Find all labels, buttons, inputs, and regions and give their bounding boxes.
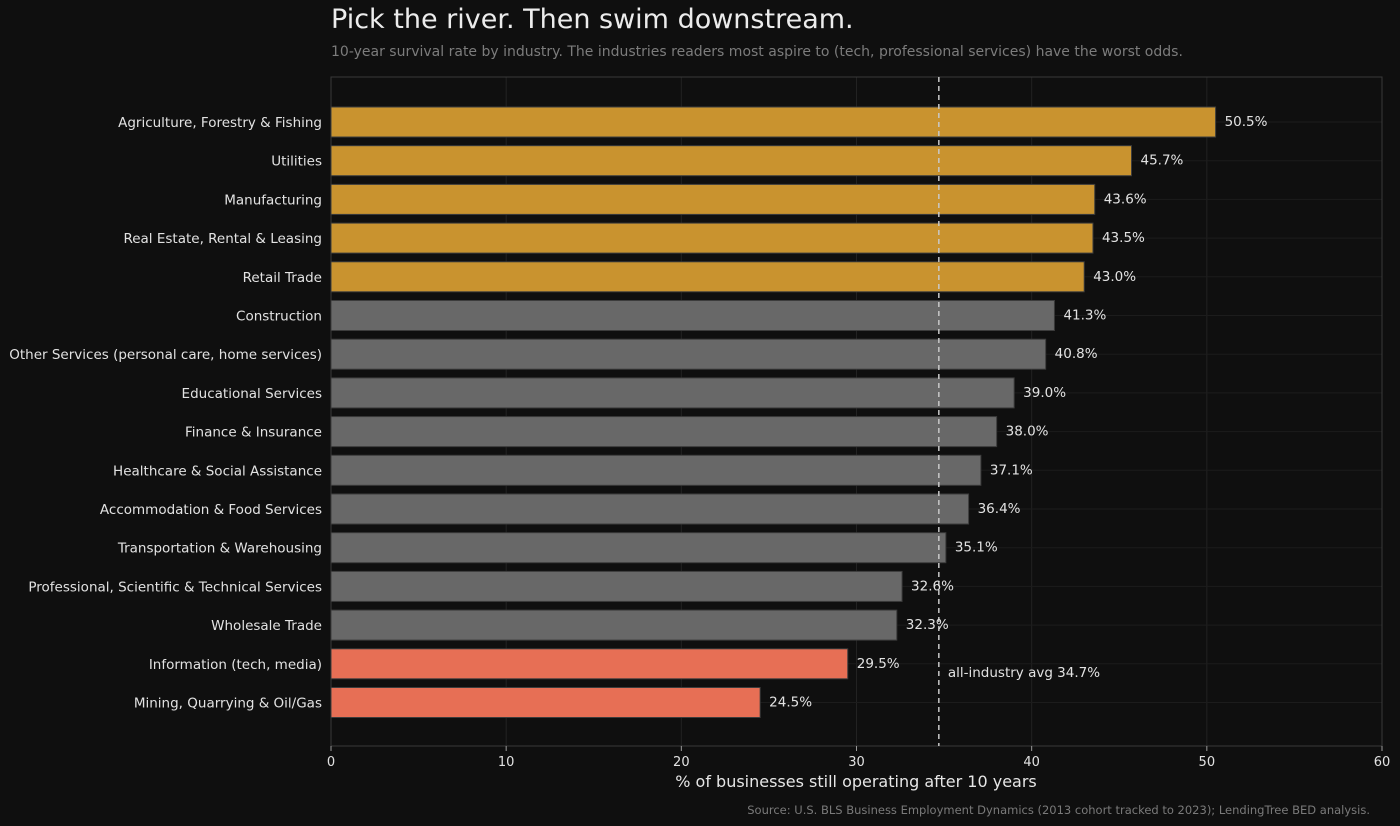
value-label: 35.1% — [955, 540, 998, 556]
category-label: Professional, Scientific & Technical Ser… — [28, 579, 322, 595]
category-label: Other Services (personal care, home serv… — [9, 347, 322, 363]
value-label: 43.0% — [1093, 269, 1136, 285]
x-tick-label: 10 — [498, 755, 515, 770]
x-tick-label: 0 — [327, 755, 335, 770]
average-reference-label: all-industry avg 34.7% — [948, 665, 1100, 681]
value-label: 39.0% — [1023, 385, 1066, 401]
x-tick-label: 30 — [848, 755, 865, 770]
bar — [330, 648, 849, 680]
category-label: Wholesale Trade — [211, 618, 322, 634]
x-tick-label: 20 — [673, 755, 690, 770]
x-tick-label: 60 — [1374, 755, 1391, 770]
value-label: 43.6% — [1104, 191, 1147, 207]
bar — [330, 261, 1085, 293]
value-label: 29.5% — [857, 656, 900, 672]
value-label: 37.1% — [990, 462, 1033, 478]
value-label: 32.3% — [906, 617, 949, 633]
bar — [330, 222, 1094, 254]
category-label: Healthcare & Social Assistance — [113, 463, 322, 479]
gridlines — [330, 77, 1383, 746]
bar — [330, 106, 1217, 138]
bar — [330, 145, 1133, 177]
value-label: 32.6% — [911, 578, 954, 594]
category-labels: Agriculture, Forestry & Fishing Utilities… — [9, 115, 322, 712]
value-label: 41.3% — [1063, 308, 1106, 324]
bar — [330, 532, 947, 564]
chart-title: Pick the river. Then swim downstream. — [331, 4, 854, 35]
bar — [330, 183, 1096, 215]
category-label: Information (tech, media) — [149, 657, 322, 673]
category-label: Construction — [236, 309, 322, 325]
category-label: Finance & Insurance — [185, 425, 322, 441]
chart-subtitle: 10-year survival rate by industry. The i… — [331, 44, 1183, 60]
category-label: Transportation & Warehousing — [117, 541, 322, 557]
source-note: Source: U.S. BLS Business Employment Dyn… — [747, 803, 1370, 817]
value-labels: 50.5% 45.7% 43.6% 43.5% 43.0% 41.3% 40.8% 39.0%… — [769, 114, 1267, 711]
category-label: Real Estate, Rental & Leasing — [123, 231, 322, 247]
x-axis-ticks: 0 10 20 30 40 50 60 — [327, 746, 1390, 770]
category-label: Accommodation & Food Services — [100, 502, 322, 518]
bars — [330, 106, 1217, 718]
value-label: 40.8% — [1055, 346, 1098, 362]
bar — [330, 609, 898, 641]
value-label: 50.5% — [1225, 114, 1268, 130]
value-label: 24.5% — [769, 695, 812, 711]
bar — [330, 570, 903, 602]
bar — [330, 416, 998, 448]
bar — [330, 377, 1015, 409]
bar — [330, 300, 1055, 331]
x-axis-label: % of businesses still operating after 10… — [675, 772, 1037, 791]
bar — [330, 493, 970, 525]
reference-line-group: all-industry avg 34.7% — [938, 77, 1100, 746]
bar — [330, 454, 982, 486]
x-tick-label: 50 — [1199, 755, 1216, 770]
bar — [330, 338, 1047, 370]
x-tick-label: 40 — [1023, 755, 1040, 770]
value-label: 38.0% — [1006, 424, 1049, 440]
bar — [330, 687, 761, 718]
value-label: 36.4% — [978, 501, 1021, 517]
category-label: Retail Trade — [243, 270, 322, 286]
value-label: 43.5% — [1102, 230, 1145, 246]
category-label: Mining, Quarrying & Oil/Gas — [134, 696, 322, 712]
category-label: Educational Services — [182, 386, 322, 402]
category-label: Agriculture, Forestry & Fishing — [118, 115, 322, 131]
value-label: 45.7% — [1141, 153, 1184, 169]
category-label: Utilities — [271, 154, 322, 170]
category-label: Manufacturing — [224, 192, 322, 208]
